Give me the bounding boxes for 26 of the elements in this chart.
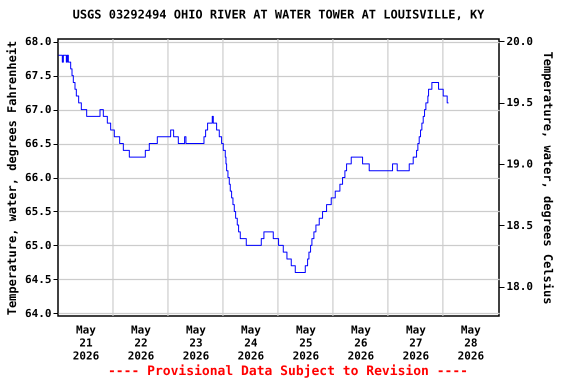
- y-tick-label: 68.0: [25, 35, 52, 48]
- y-tick-label: 67.0: [25, 103, 52, 116]
- y2-tick-label: 18.0: [506, 280, 533, 294]
- y-tick-label: 66.0: [25, 171, 52, 184]
- y-axis-title: Temperature, water, degrees Fahrenheit: [5, 40, 20, 316]
- chart-title: USGS 03292494 OHIO RIVER AT WATER TOWER AT LOUISVILLE, KY: [72, 7, 486, 22]
- x-tick-label: May 27 2026: [402, 324, 430, 362]
- y2-tick-label: 19.0: [506, 158, 533, 171]
- y2-tick-label: 20.0: [506, 34, 533, 48]
- y-tick-label: 66.5: [25, 137, 52, 150]
- x-tick-label: May 21 2026: [72, 324, 100, 362]
- y-tick-label: 64.5: [25, 272, 52, 286]
- x-tick-label: May 24 2026: [238, 324, 265, 362]
- text: ---- Provisional Data Subject to Revision ----: [106, 364, 470, 379]
- x-tick-label: May 28 2026: [458, 324, 484, 362]
- y2-axis-title: Temperature, water, degrees Celsius: [540, 52, 555, 304]
- y2-tick-label: 18.5: [506, 218, 533, 232]
- y-tick-label: 65.5: [25, 204, 52, 218]
- y-tick-label: 67.5: [25, 69, 52, 82]
- y-tick-label: 65.0: [25, 238, 52, 252]
- x-tick-label: May 22 2026: [128, 324, 155, 362]
- x-tick-label: May 23 2026: [182, 324, 210, 362]
- x-tick-label: May 25 2026: [292, 324, 320, 362]
- y2-tick-label: 19.5: [506, 96, 533, 110]
- y-tick-label: 64.0: [25, 306, 52, 320]
- x-tick-label: May 26 2026: [348, 324, 375, 362]
